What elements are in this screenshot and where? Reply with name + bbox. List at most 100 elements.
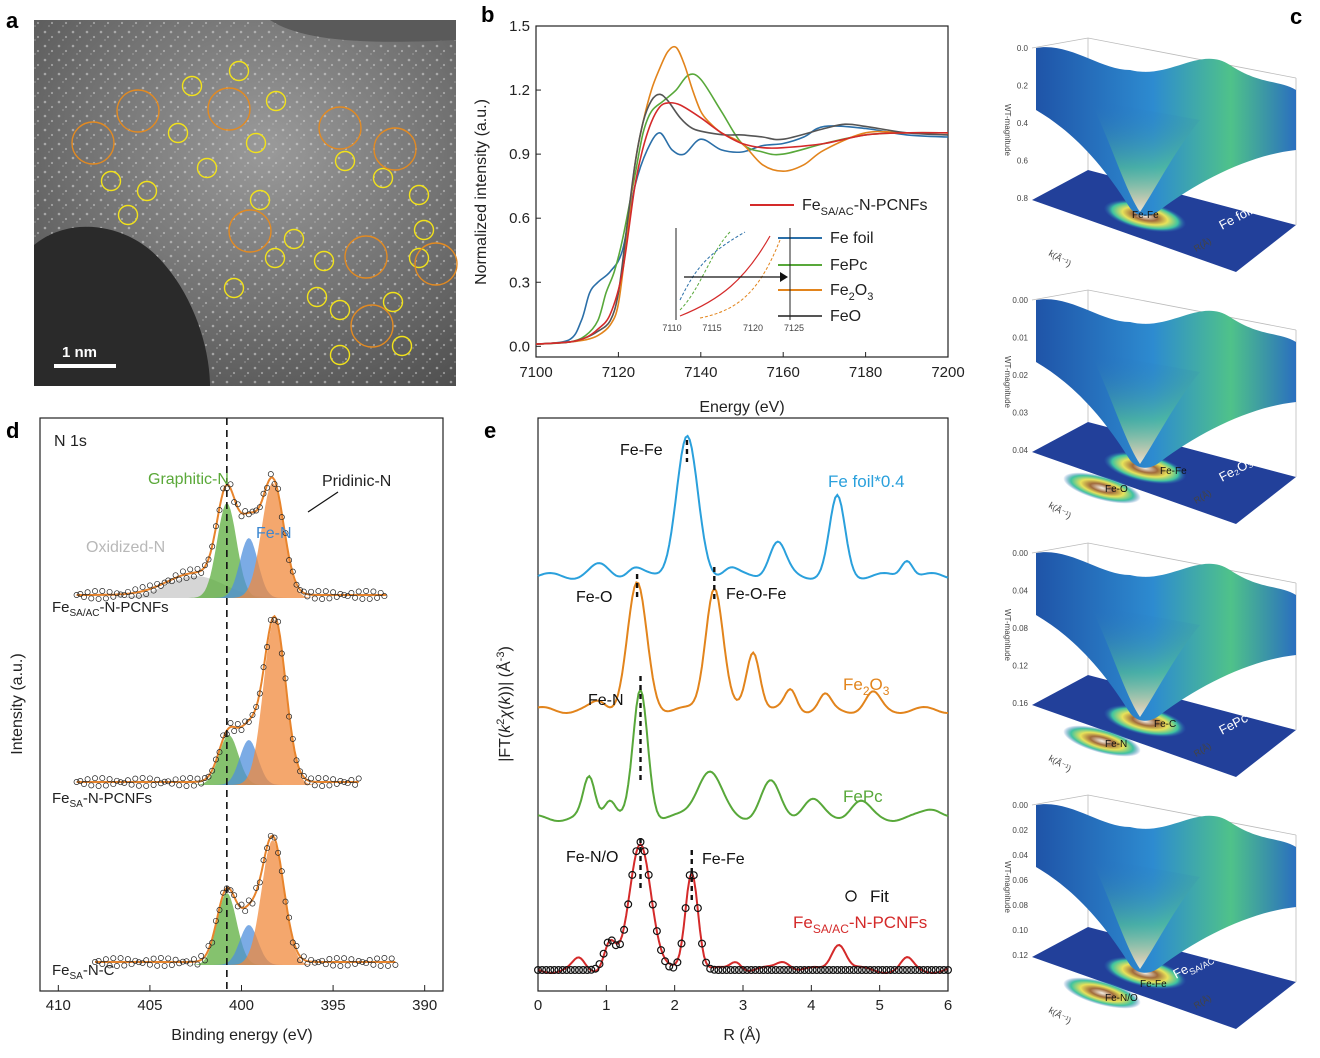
peak-label: Fe-Fe [620, 442, 663, 459]
single-atom-ring [167, 122, 189, 144]
xps-data-point [209, 939, 216, 946]
xps-data-point [84, 589, 91, 596]
series-line [535, 125, 949, 345]
label-graphitic-n: Graphitic-N [148, 471, 229, 488]
series-lines-b [535, 45, 949, 345]
xps-data-point [242, 908, 249, 915]
single-atom-ring [228, 60, 250, 82]
xps-data-point [128, 781, 135, 788]
fit-point [583, 965, 592, 974]
fit-point [714, 965, 723, 974]
xps-data-point [304, 593, 311, 600]
fit-point [628, 870, 637, 879]
fit-point [775, 965, 784, 974]
xps-spectra [73, 471, 399, 969]
xps-data-point [77, 778, 84, 784]
peak-label: Fe-N [588, 692, 624, 709]
fit-point [570, 965, 579, 974]
fit-point [648, 900, 657, 909]
xps-data-point [190, 956, 197, 963]
xps-data-point [220, 889, 227, 896]
plot-frame-b [535, 25, 949, 358]
xps-data-point [267, 616, 274, 623]
fit-point [587, 965, 596, 974]
peak-label: Fe-O-Fe [726, 586, 787, 603]
xps-data-point [352, 781, 359, 788]
wt-z-tick: 0.02 [1012, 371, 1028, 380]
xps-data-point [381, 593, 388, 600]
xps-data-point [205, 556, 212, 563]
xps-data-point [227, 720, 234, 726]
single-atom-ring [306, 286, 328, 308]
xps-data-point [377, 962, 384, 969]
fit-point [562, 965, 571, 974]
xps-data-point [289, 568, 296, 575]
xps-data-point [337, 778, 344, 784]
single-atom-ring [408, 247, 430, 269]
xps-data-point [176, 782, 183, 789]
fit-point [603, 938, 612, 947]
fit-point [890, 965, 899, 974]
xps-data-point [113, 963, 120, 969]
xps-data-point [271, 480, 278, 487]
wt-plots: 0.00.20.40.60.8WT-magnitudek(Å⁻¹)R(Å)Fe-… [1003, 37, 1297, 1029]
wt-z-tick: 0.6 [1017, 157, 1029, 166]
scale-bar-label: 1 nm [62, 344, 97, 361]
xps-data-point [267, 471, 274, 478]
wt-z-tick: 0.02 [1012, 826, 1028, 835]
fit-point [759, 965, 768, 974]
fit-point [849, 965, 858, 974]
xps-data-point [366, 957, 373, 963]
cluster-ring [71, 121, 115, 165]
x-tick-label-b: 7180 [849, 364, 882, 381]
fit-point [747, 965, 756, 974]
xps-data-point [161, 962, 168, 969]
xps-data-point [289, 939, 296, 946]
xps-data-point [293, 757, 300, 764]
xps-data-point [183, 575, 190, 582]
wt-z-label: WT-magnitude [1003, 861, 1012, 914]
cluster-ring [344, 235, 388, 279]
wt-z-tick: 0.01 [1012, 334, 1028, 343]
ft-curve [537, 686, 949, 823]
cluster-ring [318, 106, 362, 150]
wt-z-tick: 0.08 [1012, 901, 1028, 910]
xps-data-point [73, 779, 80, 785]
fit-point [861, 965, 870, 974]
xps-data-point [249, 711, 256, 718]
single-atom-ring [329, 344, 351, 366]
legend-label: FeSA/AC-N-PCNFs [802, 197, 927, 218]
xps-data-point [333, 955, 340, 962]
legend-b: FeSA/AC-N-PCNFs Fe foil FePc Fe2O3 FeO [750, 197, 927, 325]
xps-data-point [333, 780, 340, 787]
inset-b: 7110 7115 7120 7125 [662, 228, 804, 333]
series-line [535, 45, 948, 345]
xps-data-point [205, 942, 212, 949]
xps-data-point [190, 573, 197, 580]
fit-point [767, 965, 776, 974]
legend-label: Fe2O3 [830, 282, 873, 303]
fit-point [845, 965, 854, 974]
xps-data-point [231, 892, 238, 899]
x-tick-label-e: 4 [807, 997, 815, 1014]
xps-data-point [341, 591, 348, 598]
panel-label-e: e [484, 418, 496, 443]
xps-data-point [275, 485, 282, 492]
xps-data-point [238, 513, 245, 520]
xps-data-point [260, 857, 267, 864]
x-tick-label-b: 7100 [519, 364, 552, 381]
xps-data-point [106, 776, 113, 783]
xps-data-point [315, 588, 322, 595]
fit-point [685, 871, 694, 880]
wt-z-tick: 0.0 [1017, 44, 1029, 53]
single-atom-ring [264, 247, 286, 269]
fit-point [792, 965, 801, 974]
xps-data-point [88, 595, 95, 602]
wt-hotspot [1063, 472, 1141, 504]
xps-data-point [198, 569, 205, 576]
xps-data-point [352, 594, 359, 601]
panel-b-xanes-chart: b 7100 7120 7140 7160 7180 7200 0.0 0.3 0.6 0.9 1.… [473, 2, 965, 416]
xps-data-point [124, 956, 131, 963]
xps-data-point [322, 961, 329, 968]
